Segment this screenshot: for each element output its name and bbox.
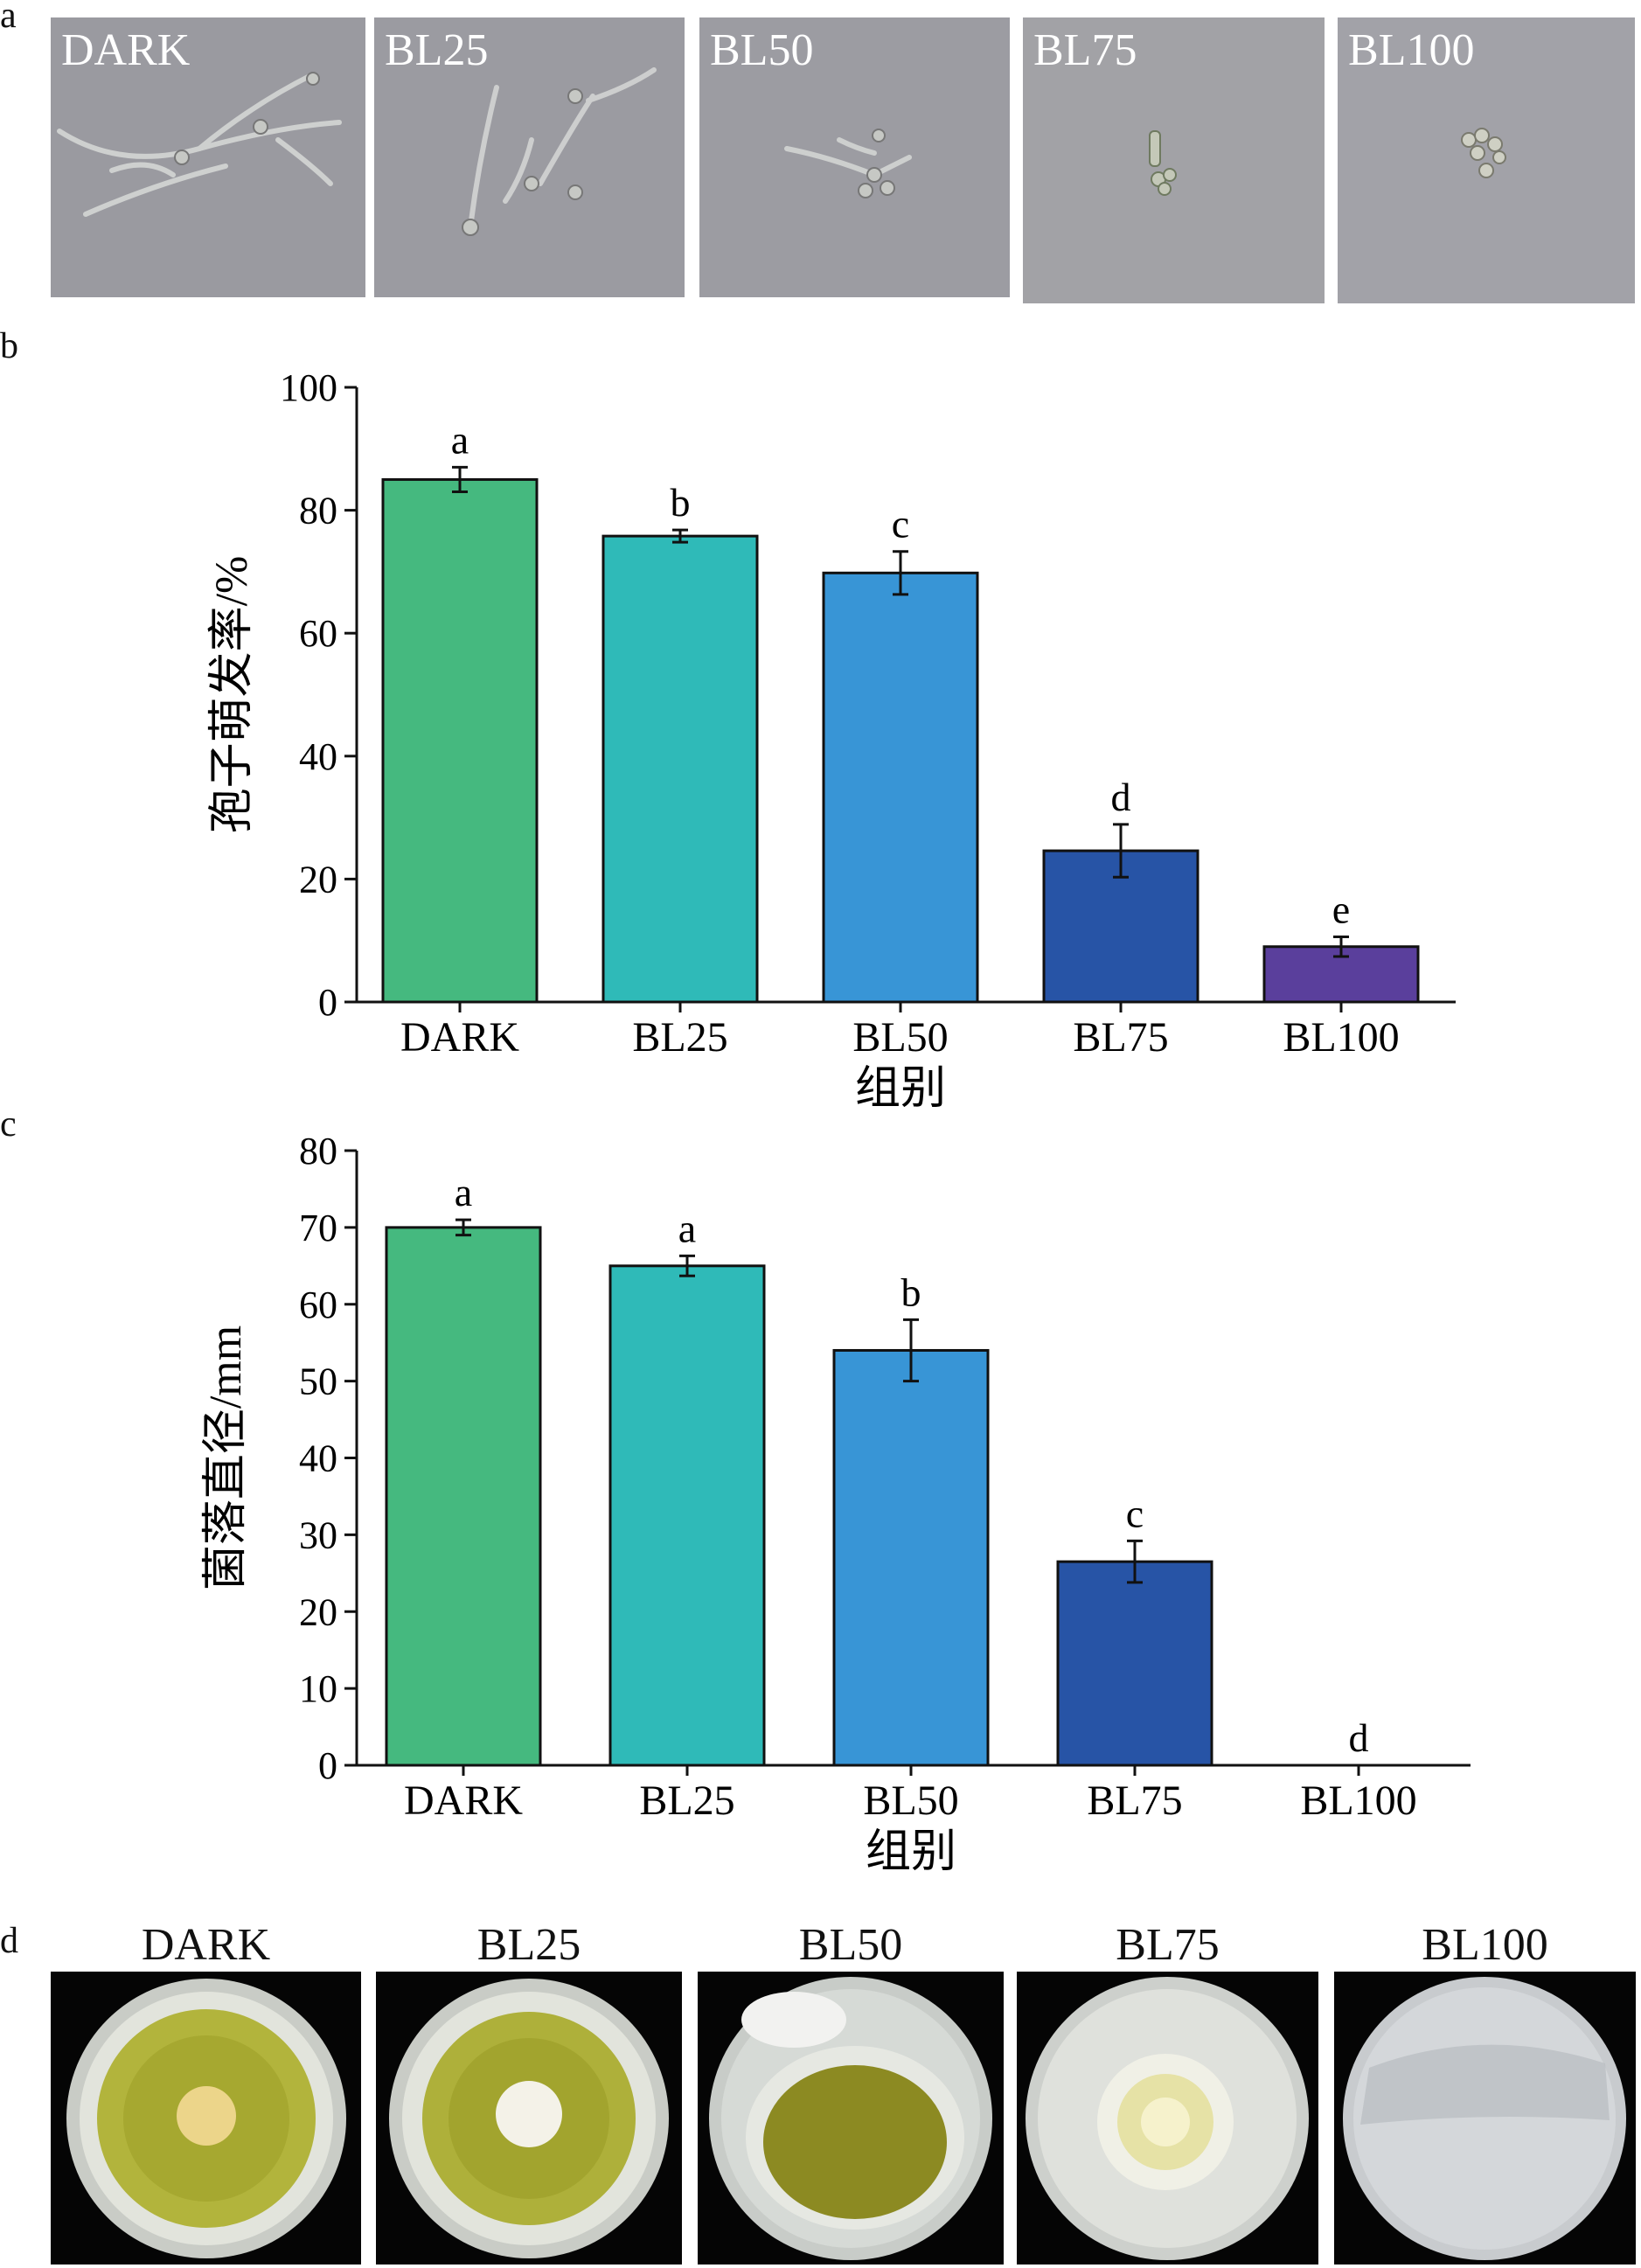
y-tick-label: 40 — [299, 1437, 337, 1480]
micrograph-label: BL50 — [710, 25, 814, 75]
y-tick-label: 30 — [299, 1513, 337, 1556]
significance-letter: b — [671, 480, 691, 525]
hyphae-image — [699, 17, 1010, 297]
x-tick-label: BL25 — [632, 1014, 727, 1061]
micrograph-label: BL25 — [385, 25, 489, 75]
hyphae-image — [51, 17, 365, 297]
x-tick-label: DARK — [404, 1778, 523, 1824]
micrograph-bl75: BL75 — [1023, 17, 1325, 303]
y-tick-label: 10 — [299, 1667, 337, 1710]
significance-letter: a — [678, 1206, 696, 1250]
x-tick-label: BL75 — [1073, 1014, 1168, 1061]
colony-image — [1026, 1977, 1309, 2260]
x-tick-label: BL50 — [852, 1014, 948, 1061]
panel-letter-b: b — [0, 326, 18, 366]
spore-image — [1338, 17, 1635, 303]
petri-dish-dark — [51, 1972, 361, 2265]
y-tick-label: 80 — [299, 490, 337, 532]
petri-dish-bl100 — [1334, 1972, 1636, 2265]
significance-letter: d — [1111, 775, 1131, 819]
y-tick-label: 0 — [318, 1744, 337, 1787]
y-axis-label: 孢子萌发率/% — [207, 556, 257, 834]
micrograph-bl50: BL50 — [699, 17, 1010, 297]
bar-bl75 — [1056, 1560, 1213, 1767]
micrograph-label: BL100 — [1348, 25, 1475, 75]
plate-label: BL50 — [798, 1920, 903, 1970]
panel-letter-d: d — [0, 1921, 18, 1961]
colony-image — [1343, 1977, 1626, 2260]
petri-dish-bl50 — [698, 1972, 1004, 2265]
plate-label: BL100 — [1422, 1920, 1548, 1970]
bar-dark — [385, 1226, 542, 1767]
y-axis-label: 菌落直径/mm — [201, 1325, 251, 1590]
plate-label: BL25 — [476, 1920, 581, 1970]
y-tick-label: 20 — [299, 1590, 337, 1633]
colony-image — [389, 1979, 669, 2258]
y-tick-label: 80 — [299, 1130, 337, 1172]
y-tick-label: 70 — [299, 1207, 337, 1249]
x-tick-label: BL25 — [639, 1778, 734, 1824]
x-tick-label: DARK — [400, 1014, 519, 1061]
x-tick-label: BL50 — [863, 1778, 958, 1824]
x-axis-label: 组别 — [866, 1827, 956, 1877]
panel-letter-c: c — [0, 1104, 17, 1144]
bar-bl25 — [608, 1264, 766, 1767]
significance-letter: e — [1332, 887, 1350, 931]
significance-letter: a — [451, 417, 469, 462]
significance-letter: a — [455, 1170, 472, 1214]
y-tick-label: 60 — [299, 612, 337, 655]
y-tick-label: 60 — [299, 1284, 337, 1326]
plate-label: BL75 — [1116, 1920, 1220, 1970]
significance-letter: c — [892, 502, 909, 546]
x-axis-label: 组别 — [855, 1064, 946, 1114]
y-tick-label: 40 — [299, 735, 337, 778]
significance-letter: d — [1349, 1715, 1369, 1760]
y-tick-label: 0 — [318, 981, 337, 1024]
micrograph-bl100: BL100 — [1338, 17, 1635, 303]
x-tick-label: BL75 — [1087, 1778, 1182, 1824]
micrograph-dark: DARK — [51, 17, 365, 297]
colony-diameter-chart: 0 10 20 30 40 50 60 70 80 a DARK a BL25 b BL50 c BL75 d BL… — [201, 1130, 1471, 1877]
colony-image — [709, 1977, 992, 2260]
significance-letter: c — [1126, 1491, 1144, 1535]
hyphae-image — [1023, 17, 1325, 303]
y-tick-label: 50 — [299, 1360, 337, 1403]
y-tick-label: 100 — [280, 366, 337, 409]
bar-bl50 — [832, 1348, 990, 1767]
plate-label: DARK — [141, 1920, 271, 1970]
bar-bl25 — [601, 534, 759, 1004]
germination-rate-chart: 0 20 40 60 80 100 a DARK b BL25 c BL50 d BL75 e BL100 组别… — [207, 366, 1456, 1114]
y-tick-label: 20 — [299, 858, 337, 901]
x-tick-label: BL100 — [1283, 1014, 1399, 1061]
x-tick-label: BL100 — [1300, 1778, 1416, 1824]
micrograph-bl25: BL25 — [374, 17, 685, 297]
hyphae-image — [374, 17, 685, 297]
petri-dish-bl25 — [376, 1972, 682, 2265]
panel-letter-a: a — [0, 0, 17, 36]
petri-dish-bl75 — [1017, 1972, 1318, 2265]
colony-image — [66, 1979, 346, 2258]
significance-letter: b — [901, 1270, 921, 1314]
micrograph-label: DARK — [61, 25, 191, 75]
micrograph-label: BL75 — [1033, 25, 1137, 75]
